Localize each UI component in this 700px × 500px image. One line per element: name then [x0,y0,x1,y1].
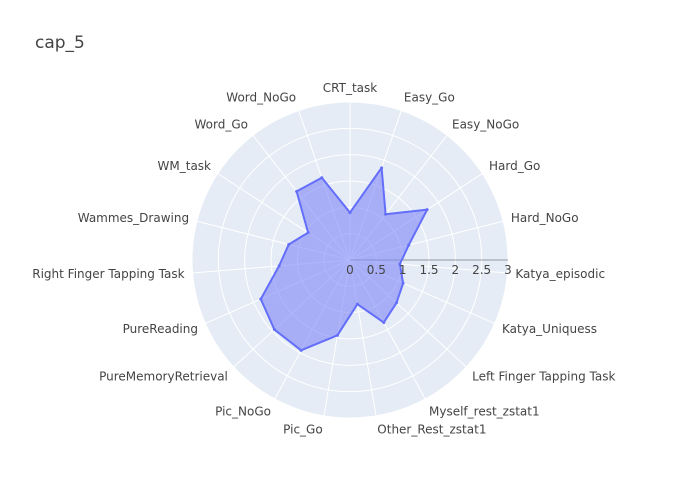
radial-ticks: 0 0.5 1 1.5 2 2.5 3 [346,263,512,277]
data-point [287,242,291,246]
radial-tick-label: 3 [504,263,512,277]
data-point [272,328,276,332]
data-point [277,264,281,268]
chart-title: cap_5 [35,33,85,53]
category-label: Katya_Uniquess [502,322,597,336]
data-point [299,348,303,352]
series-area [259,166,429,352]
category-label: Wammes_Drawing [78,211,189,225]
category-label: Other_Rest_zstat1 [377,423,486,437]
data-point [394,301,398,305]
data-point [320,176,324,180]
data-point [401,281,405,285]
data-point [306,231,310,235]
series-layer [259,166,429,352]
category-label: Left Finger Tapping Task [472,370,615,384]
radial-tick-label: 1 [399,263,407,277]
category-label: Myself_rest_zstat1 [429,404,540,418]
data-point [382,321,386,325]
category-label: PureMemoryRetrieval [99,370,228,384]
data-point [398,262,402,266]
category-label: Pic_Go [283,423,323,437]
category-label: Hard_Go [489,159,540,173]
category-label: Word_NoGo [226,90,296,104]
category-label: Hard_NoGo [511,211,579,225]
category-label: Pic_NoGo [215,404,271,418]
data-point [380,166,384,170]
category-label: Right Finger Tapping Task [32,267,184,281]
data-point [407,243,411,247]
data-point [259,297,263,301]
data-point [355,302,359,306]
data-point [295,189,299,193]
category-labels: CRT_task Easy_Go Easy_NoGo Hard_Go Hard_NoGo… [32,81,615,437]
category-label: Word_Go [195,117,248,131]
data-point [425,208,429,212]
radial-tick-label: 0.5 [367,263,386,277]
category-label: CRT_task [323,81,377,95]
category-label: Easy_Go [404,90,455,104]
data-point [335,333,339,337]
category-label: PureReading [123,322,198,336]
radial-tick-label: 2 [452,263,460,277]
category-label: Easy_NoGo [452,117,519,131]
data-point [384,212,388,216]
category-label: Katya_episodic [515,267,605,281]
category-label: WM_task [158,159,212,173]
radial-tick-label: 0 [346,263,354,277]
radial-tick-label: 2.5 [472,263,491,277]
data-point [348,211,352,215]
radial-tick-label: 1.5 [419,263,438,277]
